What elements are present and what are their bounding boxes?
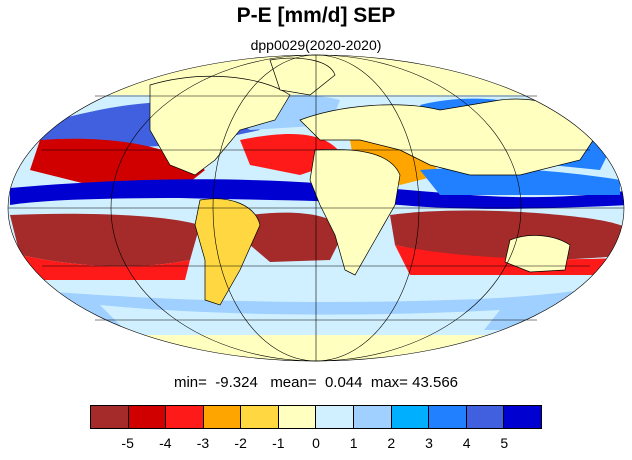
min-value: -9.324: [215, 374, 258, 391]
n-pacific-dry: [30, 138, 205, 190]
colorbar-tick-label: -2: [234, 435, 247, 451]
africa: [309, 149, 401, 276]
field-statistics: min= -9.324 mean= 0.044 max= 43.566: [0, 374, 632, 391]
colorbar-tick-label: -4: [159, 435, 172, 451]
colorbar-tick-label: 5: [500, 435, 509, 451]
colorbar-box: [316, 406, 355, 428]
colorbar-box: [278, 406, 317, 428]
colorbar-tick-label: 3: [425, 435, 433, 451]
colorbar-box: [241, 406, 279, 428]
colorbar-box: [166, 406, 204, 428]
colorbar-box: [504, 406, 541, 428]
max-value: 43.566: [412, 374, 459, 391]
graticule: [7, 54, 625, 362]
colorbar-box: [391, 406, 430, 428]
world-map: [7, 54, 625, 362]
max-label: max=: [370, 374, 408, 391]
australia: [504, 235, 571, 273]
eurasia: [299, 98, 601, 176]
s-pacific-dry: [10, 213, 200, 267]
colorbar-tick-label: 2: [387, 435, 396, 451]
colorbar-labels: -5 -4 -3 -2 -1 0 1 2 3 4 5: [90, 435, 542, 453]
min-label: min=: [173, 374, 207, 391]
colorbar-box: [429, 406, 467, 428]
colorbar-tick-label: 0: [312, 435, 320, 451]
s-atlantic-dry: [250, 212, 345, 262]
south-america: [194, 198, 261, 306]
mean-value: 0.044: [324, 374, 363, 391]
greenland: [269, 57, 336, 96]
colorbar-tick-label: 4: [462, 435, 471, 451]
plot-subtitle: dpp0029(2020-2020): [250, 37, 382, 53]
colorbar-box: [203, 406, 242, 428]
mean-label: mean=: [270, 374, 317, 391]
north-america: [149, 75, 291, 176]
colorbar-box: [354, 406, 392, 428]
colorbar-box: [466, 406, 505, 428]
colorbar-tick-label: -5: [121, 435, 134, 451]
plot-title: P-E [mm/d] SEP: [236, 4, 396, 27]
colorbar-tick-label: -3: [196, 435, 210, 451]
s-indian-dry: [390, 210, 624, 260]
colorbar-tick-label: 1: [349, 435, 358, 451]
colorbar-box: [128, 406, 167, 428]
colorbar-box: [91, 406, 129, 428]
colorbar-tick-label: -1: [272, 435, 285, 451]
colorbar: [90, 405, 542, 429]
